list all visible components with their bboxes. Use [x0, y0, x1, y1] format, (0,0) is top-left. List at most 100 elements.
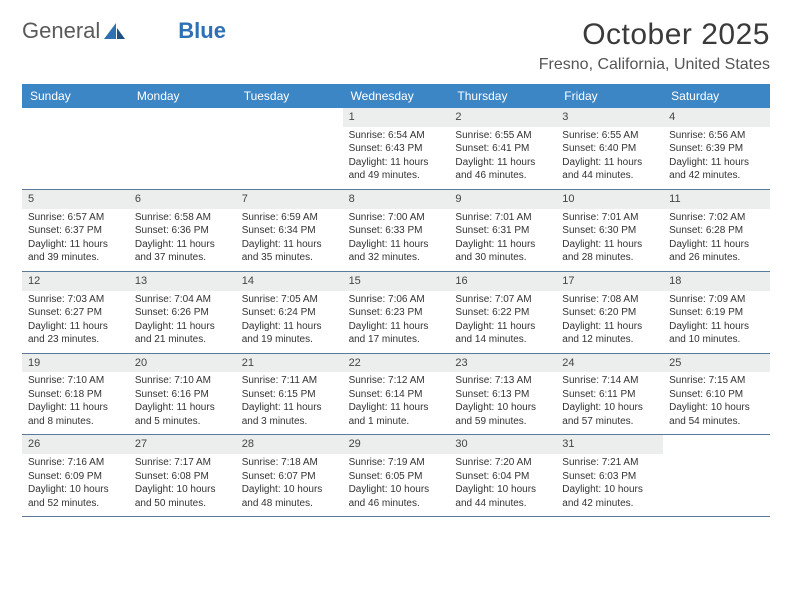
daylight-text: and 35 minutes. — [242, 251, 337, 265]
sunrise-text: Sunrise: 7:11 AM — [242, 374, 337, 388]
day-body — [22, 112, 129, 120]
brand-logo: General Blue — [22, 18, 226, 44]
sunset-text: Sunset: 6:10 PM — [669, 388, 764, 402]
daylight-text: Daylight: 11 hours — [242, 401, 337, 415]
weekday-header: Friday — [556, 84, 663, 108]
sunset-text: Sunset: 6:37 PM — [28, 224, 123, 238]
daylight-text: and 10 minutes. — [669, 333, 764, 347]
daylight-text: Daylight: 10 hours — [562, 483, 657, 497]
weekday-header: Monday — [129, 84, 236, 108]
sunrise-text: Sunrise: 6:55 AM — [562, 129, 657, 143]
day-cell: 15Sunrise: 7:06 AMSunset: 6:23 PMDayligh… — [343, 272, 450, 353]
day-cell: 18Sunrise: 7:09 AMSunset: 6:19 PMDayligh… — [663, 272, 770, 353]
brand-sail-icon — [104, 22, 126, 40]
daylight-text: Daylight: 11 hours — [28, 401, 123, 415]
sunrise-text: Sunrise: 7:19 AM — [349, 456, 444, 470]
day-body — [129, 112, 236, 120]
sunset-text: Sunset: 6:14 PM — [349, 388, 444, 402]
weekday-header: Saturday — [663, 84, 770, 108]
sunrise-text: Sunrise: 7:10 AM — [135, 374, 230, 388]
sunrise-text: Sunrise: 7:06 AM — [349, 293, 444, 307]
brand-part2: Blue — [178, 18, 226, 44]
calendar: Sunday Monday Tuesday Wednesday Thursday… — [22, 84, 770, 517]
sunrise-text: Sunrise: 7:18 AM — [242, 456, 337, 470]
sunset-text: Sunset: 6:33 PM — [349, 224, 444, 238]
day-cell: 14Sunrise: 7:05 AMSunset: 6:24 PMDayligh… — [236, 272, 343, 353]
day-body: Sunrise: 7:13 AMSunset: 6:13 PMDaylight:… — [449, 372, 556, 434]
day-number: 31 — [556, 435, 663, 454]
sunrise-text: Sunrise: 7:00 AM — [349, 211, 444, 225]
daylight-text: and 44 minutes. — [562, 169, 657, 183]
daylight-text: Daylight: 10 hours — [562, 401, 657, 415]
day-number: 11 — [663, 190, 770, 209]
day-cell: 3Sunrise: 6:55 AMSunset: 6:40 PMDaylight… — [556, 108, 663, 189]
sunset-text: Sunset: 6:41 PM — [455, 142, 550, 156]
day-number: 12 — [22, 272, 129, 291]
day-body: Sunrise: 6:57 AMSunset: 6:37 PMDaylight:… — [22, 209, 129, 271]
daylight-text: Daylight: 11 hours — [135, 401, 230, 415]
sunrise-text: Sunrise: 7:15 AM — [669, 374, 764, 388]
daylight-text: Daylight: 11 hours — [242, 320, 337, 334]
day-cell: 13Sunrise: 7:04 AMSunset: 6:26 PMDayligh… — [129, 272, 236, 353]
sunrise-text: Sunrise: 6:57 AM — [28, 211, 123, 225]
day-body: Sunrise: 6:54 AMSunset: 6:43 PMDaylight:… — [343, 127, 450, 189]
day-cell: 28Sunrise: 7:18 AMSunset: 6:07 PMDayligh… — [236, 435, 343, 516]
day-cell: 20Sunrise: 7:10 AMSunset: 6:16 PMDayligh… — [129, 354, 236, 435]
day-number: 14 — [236, 272, 343, 291]
sunrise-text: Sunrise: 7:05 AM — [242, 293, 337, 307]
day-body — [236, 112, 343, 120]
day-body: Sunrise: 6:56 AMSunset: 6:39 PMDaylight:… — [663, 127, 770, 189]
daylight-text: and 28 minutes. — [562, 251, 657, 265]
daylight-text: Daylight: 11 hours — [349, 320, 444, 334]
day-cell: 12Sunrise: 7:03 AMSunset: 6:27 PMDayligh… — [22, 272, 129, 353]
day-number: 19 — [22, 354, 129, 373]
sunset-text: Sunset: 6:15 PM — [242, 388, 337, 402]
sunrise-text: Sunrise: 6:59 AM — [242, 211, 337, 225]
day-body: Sunrise: 7:06 AMSunset: 6:23 PMDaylight:… — [343, 291, 450, 353]
day-body: Sunrise: 7:02 AMSunset: 6:28 PMDaylight:… — [663, 209, 770, 271]
daylight-text: and 17 minutes. — [349, 333, 444, 347]
daylight-text: and 57 minutes. — [562, 415, 657, 429]
day-body: Sunrise: 6:58 AMSunset: 6:36 PMDaylight:… — [129, 209, 236, 271]
day-cell: 5Sunrise: 6:57 AMSunset: 6:37 PMDaylight… — [22, 190, 129, 271]
day-cell: 8Sunrise: 7:00 AMSunset: 6:33 PMDaylight… — [343, 190, 450, 271]
daylight-text: Daylight: 11 hours — [28, 320, 123, 334]
daylight-text: Daylight: 11 hours — [349, 238, 444, 252]
daylight-text: Daylight: 11 hours — [455, 238, 550, 252]
daylight-text: Daylight: 10 hours — [455, 483, 550, 497]
day-number: 24 — [556, 354, 663, 373]
sunrise-text: Sunrise: 7:21 AM — [562, 456, 657, 470]
day-body: Sunrise: 7:03 AMSunset: 6:27 PMDaylight:… — [22, 291, 129, 353]
sunset-text: Sunset: 6:11 PM — [562, 388, 657, 402]
day-cell: 21Sunrise: 7:11 AMSunset: 6:15 PMDayligh… — [236, 354, 343, 435]
day-cell: 25Sunrise: 7:15 AMSunset: 6:10 PMDayligh… — [663, 354, 770, 435]
daylight-text: and 48 minutes. — [242, 497, 337, 511]
daylight-text: and 8 minutes. — [28, 415, 123, 429]
sunset-text: Sunset: 6:08 PM — [135, 470, 230, 484]
sunset-text: Sunset: 6:18 PM — [28, 388, 123, 402]
day-number: 20 — [129, 354, 236, 373]
day-body: Sunrise: 7:20 AMSunset: 6:04 PMDaylight:… — [449, 454, 556, 516]
day-body: Sunrise: 7:05 AMSunset: 6:24 PMDaylight:… — [236, 291, 343, 353]
day-number: 29 — [343, 435, 450, 454]
sunrise-text: Sunrise: 7:02 AM — [669, 211, 764, 225]
daylight-text: and 26 minutes. — [669, 251, 764, 265]
sunset-text: Sunset: 6:40 PM — [562, 142, 657, 156]
sunset-text: Sunset: 6:13 PM — [455, 388, 550, 402]
day-cell: 11Sunrise: 7:02 AMSunset: 6:28 PMDayligh… — [663, 190, 770, 271]
day-body: Sunrise: 7:14 AMSunset: 6:11 PMDaylight:… — [556, 372, 663, 434]
sunset-text: Sunset: 6:16 PM — [135, 388, 230, 402]
sunrise-text: Sunrise: 7:16 AM — [28, 456, 123, 470]
day-number: 9 — [449, 190, 556, 209]
day-cell — [129, 108, 236, 189]
day-body: Sunrise: 7:15 AMSunset: 6:10 PMDaylight:… — [663, 372, 770, 434]
day-cell: 24Sunrise: 7:14 AMSunset: 6:11 PMDayligh… — [556, 354, 663, 435]
day-body: Sunrise: 7:01 AMSunset: 6:30 PMDaylight:… — [556, 209, 663, 271]
day-number: 7 — [236, 190, 343, 209]
sunrise-text: Sunrise: 7:09 AM — [669, 293, 764, 307]
sunset-text: Sunset: 6:19 PM — [669, 306, 764, 320]
day-number: 28 — [236, 435, 343, 454]
sunrise-text: Sunrise: 7:04 AM — [135, 293, 230, 307]
day-number: 17 — [556, 272, 663, 291]
daylight-text: and 12 minutes. — [562, 333, 657, 347]
